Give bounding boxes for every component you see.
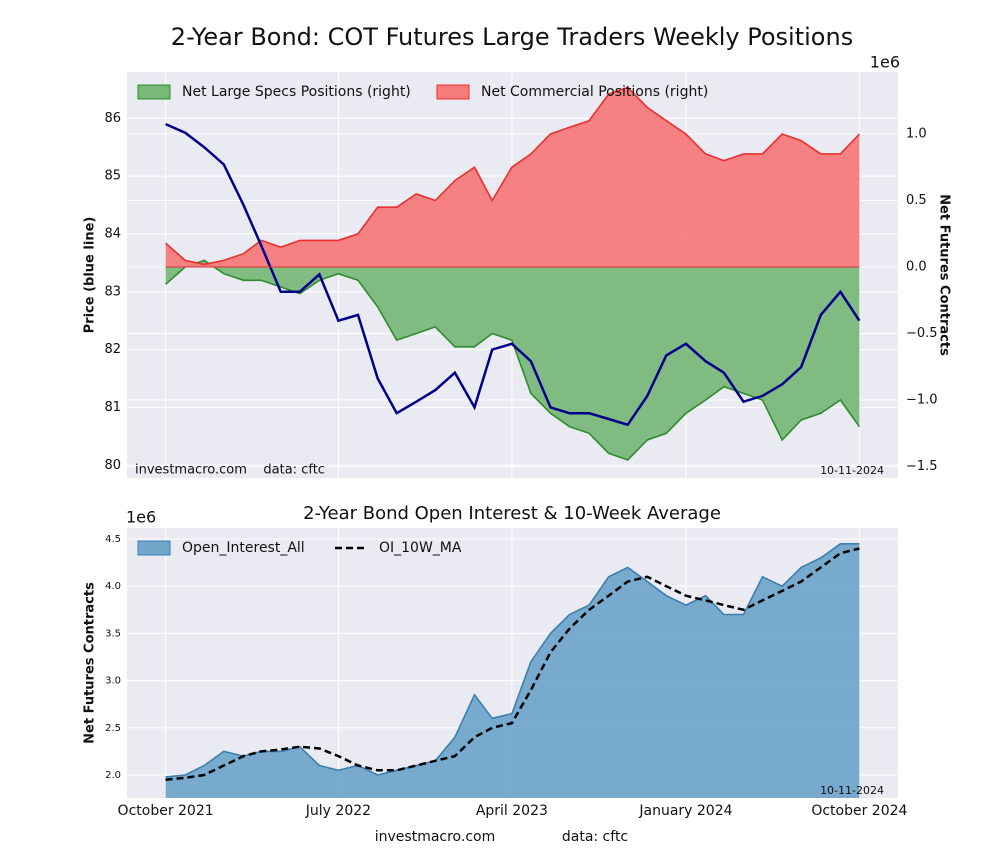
y-tick-label: 84 — [104, 226, 121, 241]
legend-label: Net Commercial Positions (right) — [481, 84, 708, 100]
source-note: investmacro.com data: cftc — [135, 463, 325, 478]
line — [165, 122, 861, 427]
y-tick-label: 81 — [104, 400, 121, 415]
area-edge — [165, 543, 860, 778]
legend-label: OI_10W_MA — [379, 540, 462, 556]
y-tick-label: 80 — [104, 458, 121, 473]
area-edge — [165, 259, 861, 461]
y-tick-label: 4.0 — [105, 581, 121, 592]
legend-swatch — [436, 84, 470, 100]
legend-swatch — [137, 84, 171, 100]
area-fill — [165, 87, 860, 268]
y-tick-label: 3.0 — [105, 676, 121, 687]
line — [165, 547, 860, 781]
y-tick-label: 1.0 — [906, 126, 927, 141]
y-tick-label: 4.5 — [105, 534, 121, 545]
x-tick-label: October 2024 — [811, 803, 907, 819]
legend-label: Net Large Specs Positions (right) — [182, 84, 411, 100]
y-tick-label: 3.5 — [105, 628, 121, 639]
area-fill — [165, 543, 860, 798]
y-tick-label: 86 — [104, 111, 121, 126]
axis-offset: 1e6 — [126, 508, 156, 527]
date-note: 10-11-2024 — [820, 464, 884, 477]
legend-swatch — [137, 540, 171, 556]
x-tick-label: October 2021 — [118, 803, 214, 819]
y-axis-label: Net Futures Contracts — [83, 582, 98, 744]
y-tick-label: −0.5 — [906, 326, 938, 341]
chart-title: 2-Year Bond Open Interest & 10-Week Aver… — [303, 503, 721, 524]
y-axis-label: Price (blue line) — [83, 217, 98, 334]
y-tick-label: 2.0 — [105, 770, 121, 781]
y-tick-label: 83 — [104, 284, 121, 299]
date-note: 10-11-2024 — [820, 784, 884, 797]
y-tick-label: 85 — [104, 169, 121, 184]
y-tick-label: 0.5 — [906, 193, 927, 208]
x-tick-label: July 2022 — [305, 803, 371, 819]
area-fill — [165, 260, 860, 460]
footer-site: investmacro.com — [375, 829, 495, 845]
y-tick-label: 2.5 — [105, 723, 121, 734]
axis-offset: 1e6 — [870, 53, 900, 72]
y2-axis-label: Net Futures Contracts — [937, 194, 952, 356]
legend-label: Open_Interest_All — [182, 540, 305, 556]
x-tick-label: April 2023 — [476, 803, 548, 819]
footer-data: data: cftc — [562, 829, 628, 845]
x-tick-label: January 2024 — [638, 803, 732, 819]
y-tick-label: −1.0 — [906, 393, 938, 408]
y-tick-label: 0.0 — [906, 260, 927, 275]
chart-title: 2-Year Bond: COT Futures Large Traders W… — [171, 23, 853, 51]
y-tick-label: −1.5 — [906, 459, 938, 474]
y-tick-label: 82 — [104, 342, 121, 357]
area-edge — [165, 86, 860, 266]
